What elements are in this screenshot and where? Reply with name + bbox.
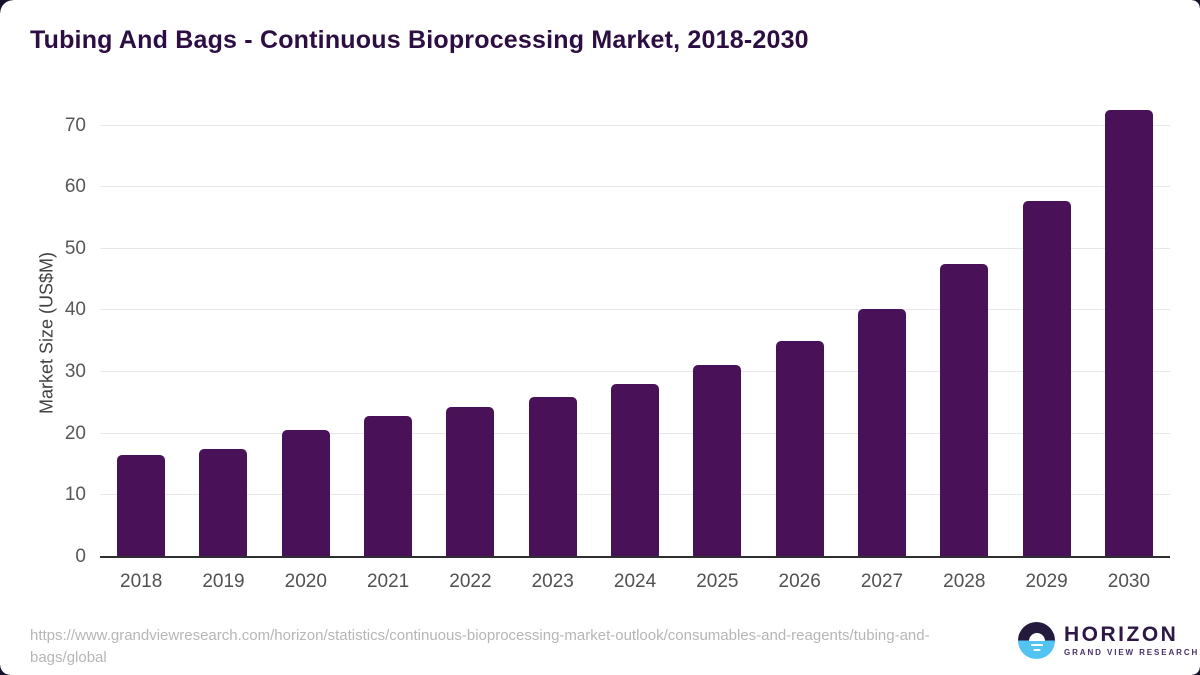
y-tick-60: 60 <box>64 176 86 198</box>
bar-slot-2019: 2019 <box>182 107 264 592</box>
x-label-2020: 2020 <box>284 571 327 592</box>
y-tick-70: 70 <box>64 114 86 136</box>
y-axis-title: Market Size (US$M) <box>36 251 57 415</box>
x-label-2030: 2030 <box>1107 571 1151 592</box>
bar-slot-2027: 2027 <box>841 107 923 592</box>
x-label-2024: 2024 <box>613 571 657 592</box>
bar-2023 <box>528 397 577 557</box>
x-label-2022: 2022 <box>449 571 492 592</box>
bar-slot-2028: 2028 <box>923 107 1005 592</box>
x-label-2028: 2028 <box>943 571 986 592</box>
corner-accent-bottom-right <box>1192 667 1200 675</box>
bar-2027 <box>857 308 906 557</box>
bar-slot-2024: 2024 <box>594 107 676 592</box>
bar-slot-2030: 2030 <box>1088 107 1170 592</box>
gridline-50 <box>100 247 1170 249</box>
y-tick-30: 30 <box>64 361 86 383</box>
corner-accent-top-right <box>1192 0 1200 8</box>
y-axis-labels: 0 10 20 30 40 50 60 70 <box>0 107 86 567</box>
y-tick-40: 40 <box>64 299 86 321</box>
y-tick-20: 20 <box>64 422 86 444</box>
bar-slot-2023: 2023 <box>512 107 594 592</box>
bar-2019 <box>199 449 248 557</box>
corner-accent-top-left <box>0 0 13 13</box>
y-tick-10: 10 <box>64 484 86 506</box>
x-label-2025: 2025 <box>696 571 739 592</box>
x-label-2019: 2019 <box>202 571 245 592</box>
logo-text: HORIZON GRAND VIEW RESEARCH <box>1064 624 1199 657</box>
bar-slot-2018: 2018 <box>100 107 182 592</box>
y-tick-50: 50 <box>64 237 86 259</box>
logo-tagline: GRAND VIEW RESEARCH <box>1064 648 1200 657</box>
bars-layer: 2018 2019 2020 2021 2022 2023 2024 2025 2026 2027… <box>100 107 1170 592</box>
bar-slot-2022: 2022 <box>429 107 511 592</box>
corner-accent-bottom-left <box>0 665 10 675</box>
bar-2026 <box>775 340 824 557</box>
y-tick-0: 0 <box>75 546 86 567</box>
x-axis-line <box>100 556 1170 558</box>
bar-2024 <box>611 383 660 557</box>
plot-area: 2018 2019 2020 2021 2022 2023 2024 2025 2026 2027… <box>100 107 1170 592</box>
horizon-reflection-line <box>1033 648 1040 651</box>
bar-slot-2021: 2021 <box>347 107 429 592</box>
gridline-40 <box>100 309 1170 311</box>
x-label-2018: 2018 <box>120 571 163 592</box>
bar-slot-2026: 2026 <box>759 107 841 592</box>
bar-slot-2025: 2025 <box>676 107 758 592</box>
gridline-70 <box>100 124 1170 126</box>
source-url: https://www.grandviewresearch.com/horizo… <box>30 627 930 666</box>
bar-2021 <box>364 415 413 557</box>
horizon-reflection-line <box>1030 643 1043 646</box>
bar-2028 <box>940 264 989 557</box>
logo-brand: HORIZON <box>1064 623 1179 646</box>
horizon-sun-icon <box>1018 622 1055 659</box>
bar-2030 <box>1104 110 1153 557</box>
sun-glyph <box>1028 632 1045 641</box>
gridline-30 <box>100 371 1170 373</box>
x-label-2027: 2027 <box>860 571 904 592</box>
bar-2022 <box>446 407 495 557</box>
bar-slot-2029: 2029 <box>1005 107 1087 592</box>
bar-2029 <box>1022 201 1071 557</box>
x-label-2023: 2023 <box>531 571 574 592</box>
gridline-60 <box>100 186 1170 188</box>
chart-title: Tubing And Bags - Continuous Bioprocessi… <box>30 26 809 54</box>
bar-2025 <box>693 365 742 557</box>
x-label-2029: 2029 <box>1025 571 1068 592</box>
bar-slot-2020: 2020 <box>265 107 347 592</box>
horizon-logo: HORIZON GRAND VIEW RESEARCH <box>1018 622 1199 659</box>
bar-2020 <box>281 430 330 557</box>
x-label-2026: 2026 <box>778 571 821 592</box>
x-label-2021: 2021 <box>366 571 410 592</box>
bar-2018 <box>117 455 166 557</box>
